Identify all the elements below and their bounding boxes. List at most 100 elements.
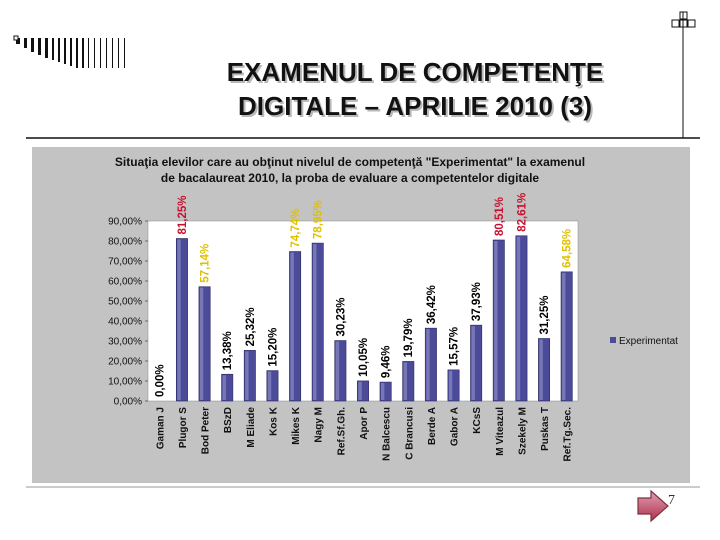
bar [311, 242, 324, 402]
bar-highlight [290, 252, 294, 400]
bar-highlight [335, 341, 340, 400]
bar [289, 251, 302, 402]
bar-highlight [471, 326, 475, 400]
bar-value-label: 57,14% [200, 244, 212, 283]
bar [357, 380, 369, 402]
bar [515, 235, 528, 402]
slide-title: EXAMENUL DE COMPETENŢE DIGITALE – APRILI… [150, 55, 680, 123]
chart-title-line2: de bacalaureat 2010, la proba de evaluar… [161, 171, 539, 185]
bar [221, 373, 234, 402]
bar-value-label: 31,25% [539, 295, 551, 334]
bar-highlight [177, 239, 181, 400]
next-slide-button[interactable] [635, 489, 671, 523]
y-tick-label: 20,00% [108, 357, 142, 368]
category-label: Berde A [427, 407, 438, 445]
y-tick-label: 10,00% [108, 377, 142, 388]
bar-value-label: 25,32% [245, 307, 257, 346]
bar-highlight [403, 362, 407, 400]
category-label: C Brancusi [404, 407, 415, 460]
category-label: M Eliade [246, 407, 257, 448]
y-tick-label: 80,00% [108, 237, 142, 248]
category-label: KCsS [472, 407, 483, 434]
category-label: Nagy M [314, 407, 325, 443]
bar-value-label: 36,42% [426, 285, 438, 324]
y-tick-label: 40,00% [108, 317, 142, 328]
bar-value-label: 81,25% [177, 195, 189, 234]
bar-highlight [199, 287, 204, 400]
slide-title-line1: EXAMENUL DE COMPETENŢE [226, 57, 604, 87]
bars-group [175, 235, 573, 402]
category-label: Bod Peter [201, 407, 212, 454]
value-labels-group: 0,00% 81,25% 57,14% 13,38% 25,32% 15,20% 74,74… [154, 193, 573, 397]
bar [198, 286, 211, 402]
plot-area [147, 220, 579, 402]
bar-highlight [358, 381, 362, 400]
bar-value-label: 64,58% [562, 229, 574, 268]
corner-stripes [13, 35, 125, 68]
bar-value-label: 15,57% [449, 327, 461, 366]
chart-container: Situaţia elevilor care au obţinut nivelu… [32, 147, 690, 483]
bar-highlight [222, 375, 226, 400]
bar-value-label: 9,46% [381, 345, 393, 378]
bar-highlight [516, 236, 521, 400]
bar [379, 381, 392, 402]
category-label: Szekely M [517, 407, 528, 455]
slide-title-line2: DIGITALE – APRILIE 2010 (3) [238, 91, 592, 121]
page-number: 7 [668, 493, 675, 508]
bar-highlight [380, 383, 385, 400]
legend-label: Experimentat [619, 336, 678, 347]
bar-highlight [562, 272, 566, 400]
bar-value-label: 19,79% [403, 318, 415, 357]
bar [424, 327, 437, 402]
category-label: Mikes K [291, 406, 302, 445]
category-label: Ref.Sf.Gh. [336, 407, 347, 456]
bar [402, 361, 415, 402]
y-tick-label: 70,00% [108, 257, 142, 268]
y-tick-label: 60,00% [108, 277, 142, 288]
bar-value-label: 0,00% [154, 364, 166, 397]
bar [492, 239, 505, 402]
bar [243, 350, 256, 402]
bar-highlight [245, 351, 249, 400]
top-right-squares [671, 11, 696, 28]
category-label: Gabor A [450, 407, 461, 446]
bar-value-label: 15,20% [267, 328, 279, 367]
bar-value-label: 30,23% [335, 298, 347, 337]
bar-highlight [426, 329, 430, 400]
y-tick-label: 50,00% [108, 297, 142, 308]
category-label: M Viteazul [495, 407, 506, 456]
bar-value-label: 74,74% [290, 209, 302, 248]
bar-highlight [267, 371, 272, 400]
bar-value-label: 78,95% [313, 200, 325, 239]
y-tick-label: 30,00% [108, 337, 142, 348]
bar-highlight [313, 244, 317, 400]
bar-highlight [539, 339, 543, 400]
bar-value-label: 10,05% [358, 338, 370, 377]
arrow-right-icon [637, 489, 669, 523]
legend-swatch [610, 337, 616, 343]
bar-value-label: 80,51% [494, 197, 506, 236]
bar-chart: Situaţia elevilor care au obţinut nivelu… [108, 155, 678, 461]
category-label: Plugor S [178, 407, 189, 448]
bar [334, 340, 347, 402]
bar-highlight [448, 370, 453, 400]
chart-title-line1: Situaţia elevilor care au obţinut nivelu… [115, 155, 585, 169]
bar [470, 324, 483, 402]
bar-value-label: 82,61% [516, 193, 528, 232]
bar [175, 238, 188, 402]
category-label: Kos K [268, 406, 279, 436]
bar [538, 338, 551, 402]
y-axis: 0,00% 10,00% 20,00% 30,00% 40,00% 50,00% 60,00… [108, 217, 148, 408]
legend: Experimentat [610, 336, 678, 347]
category-label: Puskas T [540, 407, 551, 451]
bar [447, 369, 460, 402]
category-label: BSzD [223, 407, 234, 433]
category-label: Ref.Tg.Sec. [563, 407, 574, 462]
y-tick-label: 0,00% [114, 397, 142, 408]
category-label: Gaman J [155, 407, 166, 449]
bar-value-label: 37,93% [471, 282, 483, 321]
bar [560, 271, 573, 402]
y-tick-label: 90,00% [108, 217, 142, 228]
bar-value-label: 13,38% [222, 331, 234, 370]
category-labels-group: Gaman J Plugor S Bod Peter BSzD M Eliade Kos … [155, 406, 573, 461]
